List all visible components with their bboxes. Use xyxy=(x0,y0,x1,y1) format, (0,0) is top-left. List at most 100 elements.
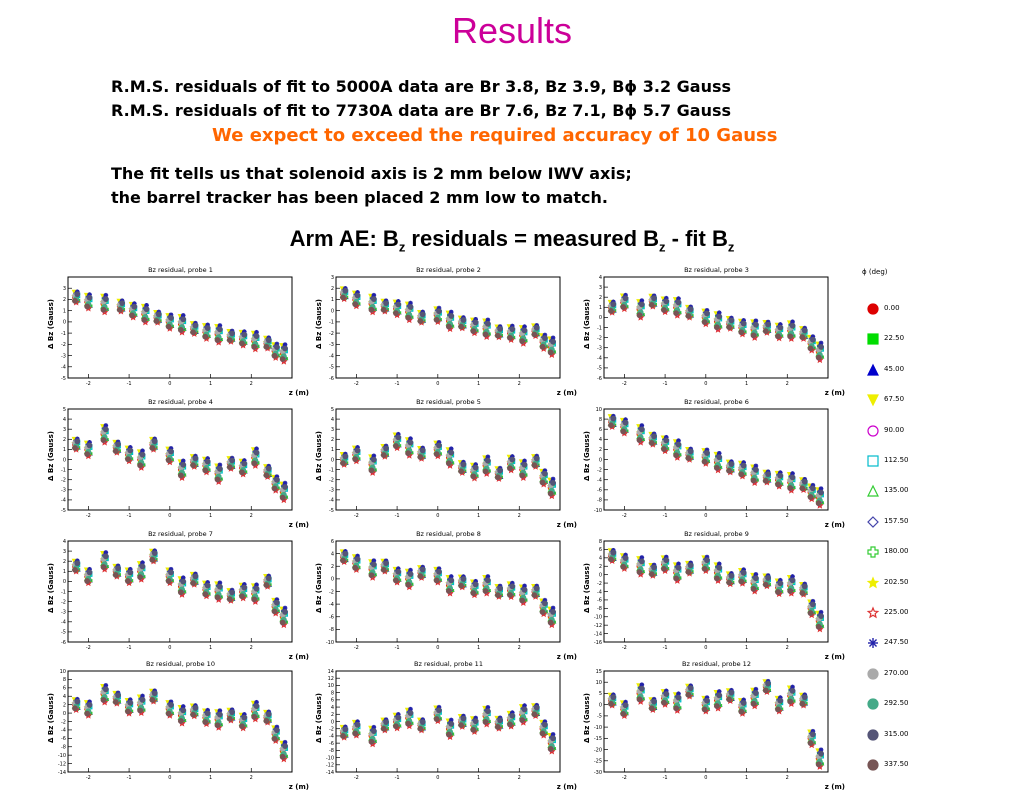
data-point xyxy=(405,450,412,457)
data-point xyxy=(100,306,107,313)
y-tick-label: 8 xyxy=(599,539,602,545)
panel-title: Bz residual, probe 4 xyxy=(148,398,213,406)
data-point xyxy=(352,730,359,737)
x-tick-label: -1 xyxy=(663,645,668,651)
data-point xyxy=(484,708,491,715)
y-tick-label: 6 xyxy=(63,686,66,692)
data-point xyxy=(807,494,814,500)
data-point xyxy=(458,323,464,330)
data-point xyxy=(143,306,150,313)
y-tick-label: 0 xyxy=(599,702,602,708)
data-point xyxy=(651,698,657,705)
data-point xyxy=(239,469,245,476)
phi-legend: ϕ (deg) 0.00 22.50 45.00 67.50 90.00 112.50 13… xyxy=(862,268,922,771)
data-point xyxy=(636,696,643,703)
probe-panel: 3 2 1 0 -1 -2 -3 -4 -5 -6 -2 -1 0 1 2 Bz residual, prob… xyxy=(315,266,581,397)
data-point xyxy=(810,485,816,492)
data-point xyxy=(818,747,824,753)
y-tick-label: 4 xyxy=(599,275,602,281)
data-point xyxy=(180,316,187,323)
data-point xyxy=(279,753,286,760)
legend-symbol xyxy=(866,606,880,619)
y-tick-label: -6 xyxy=(597,376,602,382)
y-axis-label: Δ Bz (Gauss) xyxy=(314,431,323,481)
data-point xyxy=(810,601,816,608)
x-tick-label: -2 xyxy=(622,513,627,519)
y-tick-label: 1 xyxy=(63,569,66,575)
data-point xyxy=(433,316,440,323)
data-point xyxy=(660,699,667,706)
y-tick-label: 4 xyxy=(599,437,602,443)
data-point xyxy=(190,329,196,336)
data-point xyxy=(115,692,121,699)
data-point xyxy=(165,710,172,717)
data-point xyxy=(192,322,199,329)
data-point xyxy=(226,464,233,471)
y-tick-label: -1 xyxy=(597,325,602,331)
data-point xyxy=(115,441,121,448)
legend-symbol xyxy=(868,638,878,649)
legend-symbol xyxy=(867,698,879,710)
data-point xyxy=(675,694,682,701)
data-point xyxy=(620,428,627,435)
x-axis-label: z (m) xyxy=(288,653,309,661)
panel-title: Bz residual, probe 3 xyxy=(684,266,749,274)
data-point xyxy=(253,333,260,340)
y-tick-label: -14 xyxy=(594,631,602,637)
data-point xyxy=(494,724,501,730)
data-point xyxy=(610,301,617,308)
legend-symbol xyxy=(867,668,879,680)
data-point xyxy=(241,331,248,338)
data-point xyxy=(651,295,657,302)
y-tick-label: -2 xyxy=(329,331,334,337)
data-point xyxy=(807,345,814,352)
data-point xyxy=(370,456,377,463)
y-tick-label: -10 xyxy=(326,755,334,761)
probe-panel: 6 4 2 0 -2 -4 -6 -8 -10 -2 -1 0 1 2 Bz residual, probe… xyxy=(315,530,581,661)
x-tick-label: -2 xyxy=(86,775,91,781)
data-point xyxy=(274,476,280,483)
probe-plot: 4 3 2 1 0 -1 -2 -3 -4 -5 -6 -2 -1 0 1 2 xyxy=(61,539,293,651)
data-point xyxy=(713,703,720,709)
legend-marker xyxy=(867,424,879,437)
legend-label: 135.00 xyxy=(884,486,909,495)
data-point xyxy=(777,697,784,704)
data-point xyxy=(648,301,655,308)
x-tick-label: 2 xyxy=(518,775,521,781)
y-tick-label: -14 xyxy=(326,770,334,776)
data-point xyxy=(663,437,670,444)
data-point xyxy=(137,707,144,714)
legend-marker xyxy=(867,394,879,407)
y-tick-label: -3 xyxy=(597,346,602,352)
y-tick-label: -8 xyxy=(597,606,602,612)
data-point xyxy=(533,455,540,462)
data-point xyxy=(636,437,643,443)
data-point xyxy=(383,445,389,452)
data-point xyxy=(263,718,270,724)
x-tick-label: 0 xyxy=(436,513,439,519)
data-point xyxy=(701,319,708,326)
data-point xyxy=(648,705,655,712)
y-tick-label: 4 xyxy=(63,417,66,423)
data-point xyxy=(368,738,375,745)
data-point xyxy=(519,717,526,724)
y-tick-label: 5 xyxy=(63,407,66,413)
data-point xyxy=(265,575,272,582)
legend-label: 45.00 xyxy=(884,364,905,373)
data-point xyxy=(716,454,723,461)
data-point xyxy=(716,564,723,571)
y-tick-label: -3 xyxy=(61,353,66,359)
x-tick-label: -2 xyxy=(86,645,91,651)
legend-label: 0.00 xyxy=(884,304,900,312)
data-point xyxy=(180,458,186,464)
y-tick-label: 0 xyxy=(331,577,334,583)
x-tick-label: -1 xyxy=(127,381,132,387)
data-point xyxy=(433,716,440,722)
data-point xyxy=(660,446,667,452)
data-point xyxy=(497,326,504,332)
y-tick-label: -6 xyxy=(329,615,334,621)
data-point xyxy=(226,715,233,722)
data-point xyxy=(738,329,745,336)
data-point xyxy=(704,310,710,317)
y-tick-label: 6 xyxy=(331,539,334,545)
